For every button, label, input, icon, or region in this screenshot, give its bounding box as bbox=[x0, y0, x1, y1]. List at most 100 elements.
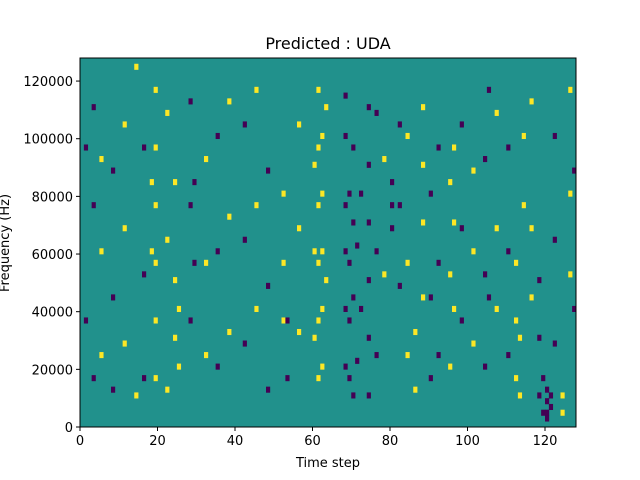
heatmap-cell bbox=[83, 144, 89, 151]
heatmap-cell bbox=[153, 86, 158, 93]
y-tick-label: 60000 bbox=[32, 248, 73, 263]
heatmap-plot-area bbox=[79, 57, 577, 428]
heatmap-cell bbox=[436, 144, 441, 151]
heatmap-cell bbox=[91, 375, 96, 382]
heatmap-cell bbox=[343, 248, 348, 255]
heatmap-cell bbox=[390, 179, 395, 186]
heatmap-cell bbox=[517, 392, 523, 399]
heatmap-cell bbox=[452, 144, 457, 151]
heatmap-cell bbox=[548, 392, 554, 399]
heatmap-cell bbox=[165, 386, 170, 393]
heatmap-cell bbox=[471, 340, 476, 347]
heatmap-cell bbox=[436, 259, 441, 266]
x-tick-label: 20 bbox=[149, 434, 166, 449]
heatmap-cell bbox=[173, 179, 178, 186]
heatmap-cell bbox=[316, 317, 321, 324]
heatmap-cell bbox=[316, 202, 321, 209]
heatmap-cell bbox=[537, 392, 542, 399]
heatmap-cell bbox=[91, 202, 96, 209]
heatmap-cell bbox=[285, 317, 290, 324]
heatmap-cell bbox=[351, 294, 356, 301]
heatmap-cell bbox=[99, 156, 104, 163]
heatmap-background bbox=[80, 58, 576, 427]
heatmap-cell bbox=[548, 403, 554, 411]
heatmap-cell bbox=[545, 415, 550, 422]
heatmap-cell bbox=[192, 179, 197, 186]
heatmap-cell bbox=[343, 363, 348, 370]
chart-title: Predicted : UDA bbox=[265, 34, 390, 53]
heatmap-cell bbox=[320, 305, 325, 312]
heatmap-cell bbox=[452, 219, 457, 226]
heatmap-cell bbox=[351, 144, 356, 151]
heatmap-cell bbox=[483, 156, 488, 163]
heatmap-cell bbox=[390, 225, 395, 232]
heatmap-cell bbox=[483, 271, 488, 278]
x-tick-label: 100 bbox=[455, 434, 480, 449]
heatmap-cell bbox=[529, 225, 534, 232]
heatmap-cell bbox=[366, 161, 371, 168]
heatmap-cell bbox=[99, 248, 104, 255]
heatmap-cell bbox=[382, 271, 387, 278]
heatmap-cell bbox=[176, 305, 182, 312]
heatmap-cell bbox=[506, 248, 511, 255]
heatmap-cell bbox=[153, 144, 158, 151]
heatmap-cell bbox=[359, 305, 364, 312]
heatmap-cell bbox=[355, 242, 360, 249]
heatmap-cell bbox=[347, 317, 352, 324]
heatmap-cell bbox=[514, 317, 519, 324]
heatmap-cell bbox=[188, 317, 193, 324]
heatmap-cell bbox=[494, 109, 499, 116]
heatmap-cell bbox=[397, 121, 402, 128]
heatmap-cell bbox=[560, 409, 565, 416]
heatmap-cell bbox=[281, 190, 286, 197]
heatmap-cell bbox=[537, 334, 542, 341]
heatmap-cell bbox=[316, 375, 321, 382]
heatmap-cell bbox=[514, 259, 519, 266]
heatmap-cell bbox=[471, 248, 476, 255]
heatmap-cell bbox=[421, 104, 426, 111]
heatmap-cell bbox=[320, 363, 325, 370]
heatmap-cell bbox=[545, 398, 550, 405]
heatmap-cell bbox=[173, 277, 178, 284]
heatmap-cell bbox=[142, 271, 147, 278]
heatmap-cell bbox=[428, 294, 433, 301]
heatmap-cell bbox=[266, 386, 271, 393]
heatmap-cell bbox=[254, 305, 259, 312]
heatmap-cell bbox=[448, 271, 453, 278]
heatmap-cell bbox=[506, 352, 511, 359]
heatmap-cell bbox=[374, 352, 379, 359]
heatmap-cell bbox=[215, 363, 220, 370]
heatmap-cell bbox=[242, 236, 247, 243]
y-tick-label: 0 bbox=[65, 421, 73, 436]
heatmap-cell bbox=[297, 121, 302, 128]
heatmap-cell bbox=[204, 259, 209, 266]
heatmap-cell bbox=[343, 202, 348, 209]
x-tick-label: 120 bbox=[533, 434, 558, 449]
y-tick-label: 100000 bbox=[23, 133, 73, 148]
heatmap-cell bbox=[153, 202, 158, 209]
heatmap-cell bbox=[351, 392, 356, 399]
x-axis-label: Time step bbox=[295, 456, 360, 471]
heatmap-cell bbox=[215, 132, 220, 140]
heatmap-cell bbox=[149, 248, 154, 255]
heatmap-cell bbox=[134, 392, 139, 399]
y-tick-label: 120000 bbox=[23, 75, 73, 90]
heatmap-cell bbox=[459, 317, 464, 324]
heatmap-cell bbox=[153, 317, 158, 324]
heatmap-cell bbox=[204, 156, 209, 163]
heatmap-cell bbox=[405, 259, 410, 266]
heatmap-cell bbox=[521, 202, 526, 209]
x-tick-label: 0 bbox=[76, 434, 84, 449]
heatmap-cell bbox=[552, 340, 557, 347]
heatmap-cell bbox=[366, 104, 371, 111]
y-tick-label: 40000 bbox=[32, 306, 73, 321]
heatmap-cell bbox=[266, 282, 271, 289]
heatmap-cell bbox=[165, 236, 170, 243]
x-axis: 0 20 40 60 80 100 120 bbox=[76, 427, 558, 449]
heatmap-cell bbox=[204, 352, 209, 359]
heatmap-cell bbox=[347, 190, 352, 197]
heatmap-cell bbox=[405, 132, 410, 140]
heatmap-cell bbox=[366, 277, 371, 284]
heatmap-cell bbox=[506, 144, 511, 151]
